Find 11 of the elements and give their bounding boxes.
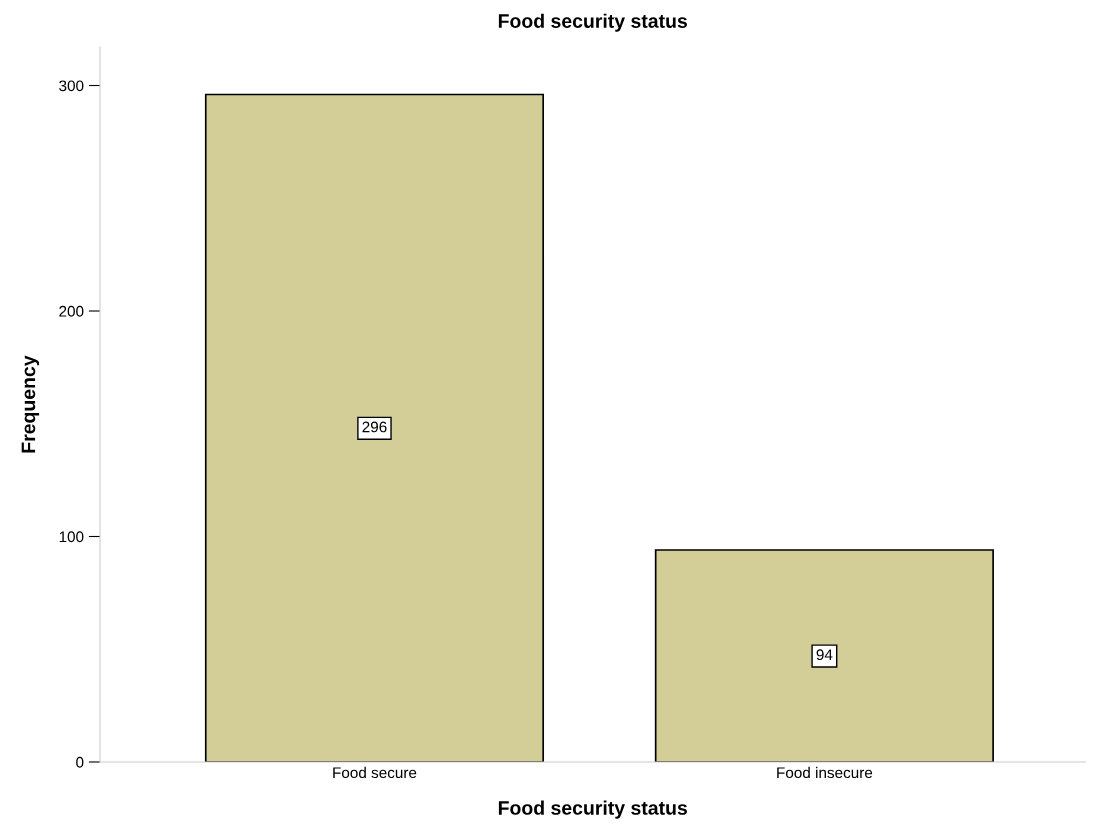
y-tick-label: 300: [59, 80, 84, 92]
y-tick-label: 0: [76, 756, 84, 768]
y-tick-label: 100: [59, 531, 84, 543]
x-tick-label: Food insecure: [777, 766, 873, 779]
x-axis-title: Food security status: [498, 800, 687, 819]
data-label: 94: [816, 649, 833, 661]
x-tick-label: Food secure: [333, 766, 417, 779]
y-tick-label: 200: [59, 305, 84, 317]
y-axis-title: Frequency: [21, 355, 40, 453]
data-label: 296: [362, 421, 387, 433]
chart-title: Food security status: [498, 13, 687, 32]
